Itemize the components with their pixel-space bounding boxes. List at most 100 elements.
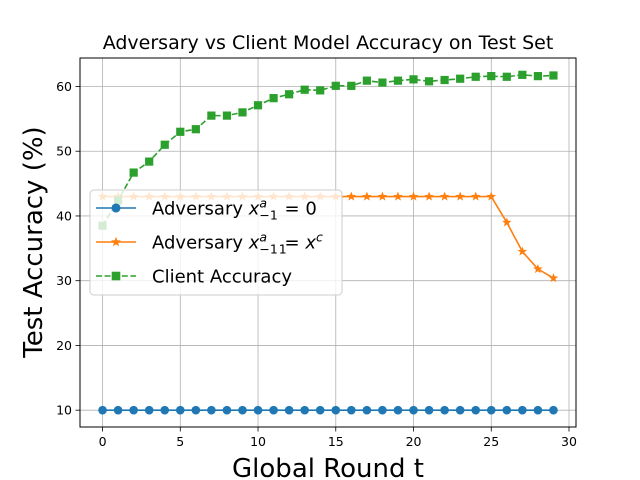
data-point xyxy=(518,405,527,415)
data-point xyxy=(549,71,558,80)
legend-marker xyxy=(111,236,121,247)
data-point xyxy=(347,81,356,90)
data-point xyxy=(129,168,138,177)
data-point xyxy=(409,405,418,415)
data-point xyxy=(362,76,371,85)
data-point xyxy=(222,405,232,415)
data-point xyxy=(191,405,201,415)
data-point xyxy=(207,405,216,415)
y-tick-label: 20 xyxy=(56,338,72,353)
data-point xyxy=(455,191,465,201)
data-point xyxy=(331,405,341,415)
data-point xyxy=(377,191,388,201)
data-point xyxy=(160,405,170,415)
data-point xyxy=(502,405,512,415)
data-point xyxy=(471,72,480,81)
x-tick-label: 5 xyxy=(176,434,184,449)
data-point xyxy=(253,405,263,415)
data-point xyxy=(378,78,387,87)
data-point xyxy=(269,405,278,415)
data-point xyxy=(533,264,543,274)
data-point xyxy=(502,217,512,227)
y-tick-label: 10 xyxy=(56,403,72,418)
data-point xyxy=(285,90,294,99)
data-point xyxy=(518,70,527,79)
legend-label: Client Accuracy xyxy=(152,267,292,288)
x-tick-label: 10 xyxy=(250,434,266,449)
data-point xyxy=(269,94,278,103)
data-point xyxy=(517,246,528,256)
legend-marker xyxy=(111,203,121,213)
y-axis-label: Test Accuracy (%) xyxy=(19,126,49,358)
x-tick-label: 20 xyxy=(406,434,422,449)
x-tick-label: 25 xyxy=(483,434,499,449)
data-point xyxy=(549,405,558,415)
x-tick-label: 30 xyxy=(561,434,577,449)
data-point xyxy=(362,191,372,201)
legend-label: Adversary xa −1 = xc 1 xyxy=(152,230,323,257)
data-point xyxy=(408,191,419,201)
data-point xyxy=(98,405,107,415)
y-tick-label: 40 xyxy=(56,208,72,223)
data-point xyxy=(393,76,403,85)
data-point xyxy=(393,191,403,201)
data-point xyxy=(144,405,154,415)
legend-label: Adversary xa −1 = 0 xyxy=(152,196,317,223)
data-point xyxy=(486,405,496,415)
data-point xyxy=(440,405,449,415)
data-point xyxy=(253,101,263,110)
x-tick-label: 0 xyxy=(99,434,107,449)
data-point xyxy=(470,191,481,201)
data-point xyxy=(533,72,543,81)
data-point xyxy=(393,405,403,415)
chart-title: Adversary vs Client Model Accuracy on Te… xyxy=(103,32,554,54)
data-point xyxy=(300,85,309,94)
series-layer xyxy=(97,70,559,415)
legend: Adversary xa −1 = 0 Adversary xa −1 = xc 1 Cl… xyxy=(89,189,343,296)
data-point xyxy=(347,405,356,415)
data-point xyxy=(424,191,434,201)
y-tick-label: 30 xyxy=(56,273,72,288)
data-point xyxy=(439,191,450,201)
data-point xyxy=(440,75,449,85)
data-point xyxy=(300,405,309,415)
data-point xyxy=(502,72,511,81)
y-tick-label: 60 xyxy=(56,79,72,94)
data-point xyxy=(316,86,325,95)
data-point xyxy=(331,81,340,90)
data-point xyxy=(362,405,372,415)
data-point xyxy=(424,405,434,415)
data-point xyxy=(175,405,185,415)
data-point xyxy=(378,405,387,415)
data-point xyxy=(238,405,247,415)
series-client-accuracy xyxy=(98,70,558,230)
data-point xyxy=(113,405,123,415)
data-point xyxy=(160,140,169,149)
data-point xyxy=(222,111,232,120)
data-point xyxy=(548,273,559,283)
x-tick-label: 15 xyxy=(328,434,344,449)
data-point xyxy=(346,191,357,201)
legend-marker xyxy=(111,271,121,281)
data-point xyxy=(238,108,247,117)
axis-ticks: 0 5 10 15 20 25 30 10 20 30 40 50 60 xyxy=(56,79,577,449)
data-point xyxy=(487,72,496,81)
data-point xyxy=(533,405,543,415)
data-point xyxy=(129,405,138,415)
data-point xyxy=(486,191,497,201)
x-axis-label: Global Round t xyxy=(232,454,424,480)
data-point xyxy=(191,125,200,134)
data-point xyxy=(456,74,465,83)
data-point xyxy=(471,405,481,415)
data-point xyxy=(424,77,434,86)
series-adversary-zero xyxy=(98,405,558,415)
legend-box xyxy=(89,189,343,296)
data-point xyxy=(315,405,325,415)
data-point xyxy=(145,157,154,166)
plot-frame xyxy=(79,57,577,428)
data-point xyxy=(176,127,185,136)
data-point xyxy=(207,111,216,120)
y-tick-label: 50 xyxy=(56,144,72,159)
data-point xyxy=(284,405,294,415)
